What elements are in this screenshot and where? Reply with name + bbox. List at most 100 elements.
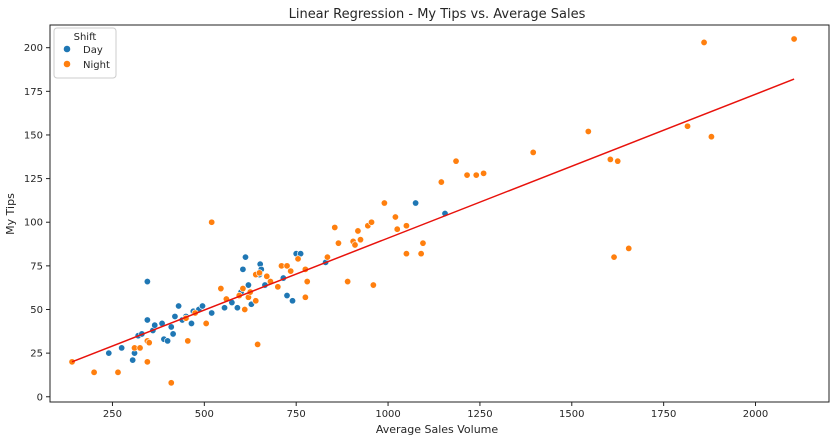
data-point-night [614,157,622,165]
data-point-night [354,227,362,235]
data-point-night [419,239,427,247]
data-point-night [625,244,633,252]
data-point-day [289,297,297,305]
x-tick-label: 1250 [467,409,492,420]
data-point-night [136,344,144,352]
data-point-night [369,281,377,289]
data-point-day [151,321,159,329]
data-point-night [380,199,388,207]
data-point-night [463,171,471,179]
x-tick-label: 750 [287,409,306,420]
data-point-night [391,213,399,221]
data-point-night [707,133,715,141]
regression-line [71,78,795,363]
chart-title: Linear Regression - My Tips vs. Average … [289,7,586,22]
data-point-day [143,278,151,286]
data-point-night [452,157,460,165]
data-point-day [241,253,249,261]
y-tick-label: 75 [30,261,43,272]
x-tick-label: 1000 [375,409,400,420]
y-tick-label: 100 [24,218,43,229]
legend: Shift Day Night [53,27,117,79]
y-tick-label: 50 [30,305,43,316]
data-point-day [239,265,247,273]
data-point-night [217,285,225,293]
data-point-day [175,302,183,310]
data-point-night [790,35,798,43]
data-point-night [323,253,331,261]
legend-label-day: Day [83,45,103,56]
data-point-day [167,323,175,331]
data-point-night [610,253,618,261]
y-tick-label: 0 [37,392,43,403]
legend-marker-night [63,60,71,68]
data-point-night [202,319,210,327]
data-point-night [393,225,401,233]
data-point-night [167,379,175,387]
data-point-day [164,337,172,345]
x-tick-label: 1750 [651,409,676,420]
data-point-day [118,344,126,352]
legend-label-night: Night [83,60,110,71]
data-point-night [529,148,537,156]
data-point-day [169,330,177,338]
data-point-day [244,281,252,289]
data-point-day [283,292,291,300]
data-point-night [239,285,247,293]
data-point-night [351,241,359,249]
data-point-day [233,304,241,312]
data-point-night [437,178,445,186]
data-point-night [334,239,342,247]
data-point-day [198,302,206,310]
legend-marker-day [63,45,71,53]
data-point-night [252,297,260,305]
data-point-day [208,309,216,317]
x-tick-label: 250 [103,409,122,420]
data-point-day [105,349,113,357]
data-point-day [171,312,179,320]
data-point-day [221,304,229,312]
data-point-night [90,368,98,376]
data-point-night [480,169,488,177]
data-point-night [417,250,425,258]
y-tick-label: 175 [24,87,43,98]
data-point-night [303,278,311,286]
data-point-day [187,319,195,327]
data-point-night [145,339,153,347]
y-tick-label: 25 [30,349,43,360]
data-point-night [254,340,262,348]
data-point-day [412,199,420,207]
x-tick-label: 2000 [743,409,768,420]
plot-content: 250 500 750 1000 1250 1500 1750 2000 0 25 50 75 100 1… [24,35,798,420]
data-point-night [584,127,592,135]
y-tick-label: 150 [24,130,43,141]
data-point-night [287,267,295,275]
y-tick-label: 200 [24,43,43,54]
data-point-night [700,38,708,46]
data-point-night [283,262,291,270]
data-point-night [684,122,692,130]
data-point-night [208,218,216,226]
data-point-night [344,278,352,286]
x-tick-label: 500 [195,409,214,420]
data-point-night [263,272,271,280]
data-point-night [356,236,364,244]
x-axis-label: Average Sales Volume [376,423,499,436]
data-point-night [143,358,151,366]
y-tick-label: 125 [24,174,43,185]
data-point-night [274,283,282,291]
legend-title: Shift [74,32,97,43]
data-point-night [472,171,480,179]
data-point-day [143,316,151,324]
y-axis-label: My Tips [4,193,17,235]
data-point-night [368,218,376,226]
data-point-night [402,250,410,258]
data-point-night [606,155,614,163]
data-point-night [184,337,192,345]
data-point-day [129,356,137,364]
data-point-night [402,222,410,230]
data-point-night [255,269,263,277]
data-point-night [331,223,339,231]
